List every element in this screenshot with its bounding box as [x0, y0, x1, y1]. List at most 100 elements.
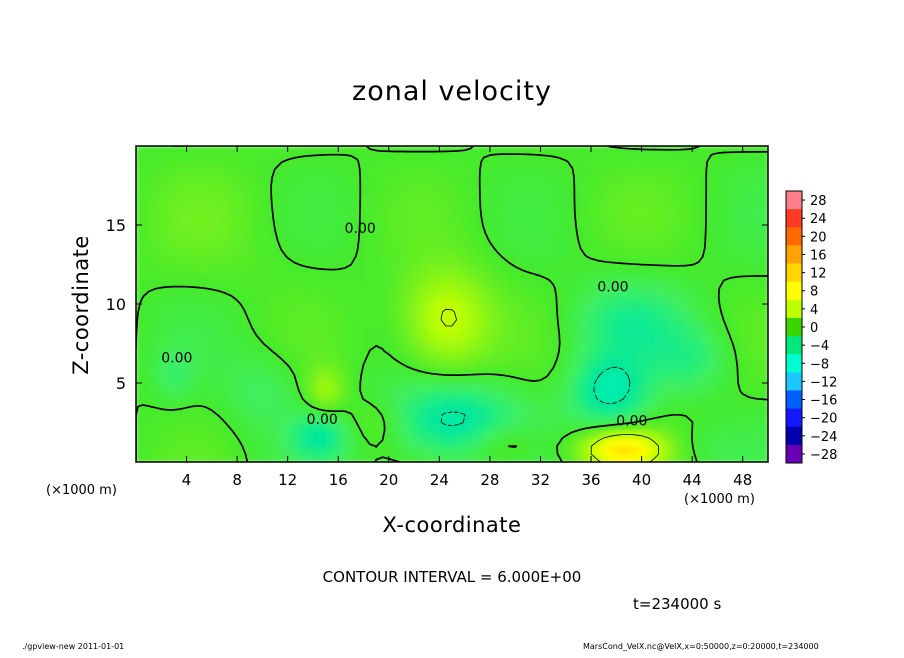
field-cell	[527, 288, 535, 297]
field-cell	[161, 367, 169, 376]
field-cell	[173, 375, 181, 384]
field-cell	[161, 161, 169, 171]
field-cell	[502, 264, 510, 273]
field-cell	[496, 359, 504, 368]
field-cell	[401, 304, 409, 313]
field-cell	[483, 280, 491, 289]
field-cell	[597, 430, 605, 439]
field-cell	[616, 169, 624, 179]
field-cell	[294, 217, 301, 226]
field-cell	[673, 161, 681, 171]
field-cell	[647, 446, 655, 455]
field-cell	[268, 240, 276, 250]
field-cell	[224, 383, 232, 392]
field-cell	[300, 177, 308, 187]
field-cell	[395, 272, 403, 281]
field-cell	[527, 319, 535, 329]
field-cell	[148, 454, 156, 462]
field-cell	[180, 240, 188, 250]
field-cell	[414, 288, 421, 297]
field-cell	[230, 201, 238, 210]
field-cell	[262, 422, 270, 431]
field-cell	[426, 146, 434, 155]
field-cell	[540, 153, 548, 163]
field-cell	[515, 398, 523, 408]
field-cell	[136, 185, 143, 194]
field-cell	[414, 193, 421, 202]
field-cell	[692, 193, 700, 202]
field-cell	[628, 351, 636, 360]
field-cell	[445, 280, 453, 289]
field-cell	[319, 272, 327, 281]
field-cell	[388, 256, 396, 266]
field-cell	[211, 430, 219, 439]
field-cell	[218, 185, 226, 194]
field-cell	[534, 343, 542, 352]
field-cell	[414, 319, 421, 329]
field-cell	[388, 335, 396, 345]
field-cell	[325, 201, 333, 210]
field-cell	[433, 311, 440, 321]
field-cell	[275, 185, 282, 194]
field-cell	[350, 201, 358, 210]
field-cell	[578, 327, 586, 337]
x-tick-label: 16	[329, 471, 348, 489]
field-cell	[262, 343, 270, 352]
field-cell	[584, 185, 592, 194]
field-cell	[369, 454, 377, 462]
field-cell	[262, 185, 270, 194]
field-cell	[692, 248, 700, 258]
field-cell	[237, 367, 245, 376]
field-cell	[515, 146, 523, 155]
field-cell	[616, 193, 624, 202]
field-cell	[161, 446, 169, 455]
field-cell	[433, 185, 440, 194]
field-cell	[287, 383, 295, 392]
field-cell	[527, 177, 535, 187]
field-cell	[704, 185, 712, 194]
field-cell	[414, 256, 421, 266]
field-cell	[319, 146, 327, 155]
field-cell	[205, 422, 213, 431]
field-cell	[489, 367, 497, 376]
field-cell	[401, 438, 409, 447]
field-cell	[559, 383, 567, 392]
field-cell	[173, 406, 181, 416]
field-cell	[148, 367, 156, 376]
field-cell	[679, 446, 687, 455]
field-cell	[515, 296, 523, 305]
field-cell	[692, 406, 700, 416]
field-cell	[230, 351, 238, 360]
field-cell	[534, 390, 542, 400]
field-cell	[420, 398, 428, 408]
field-cell	[723, 351, 731, 360]
field-cell	[641, 209, 649, 218]
field-cell	[287, 185, 295, 194]
field-cell	[256, 343, 263, 352]
field-cell	[414, 398, 421, 408]
field-cell	[357, 367, 365, 376]
field-cell	[742, 343, 750, 352]
field-cell	[597, 169, 605, 179]
field-cell	[622, 343, 630, 352]
field-cell	[218, 383, 226, 392]
field-cell	[275, 209, 282, 218]
field-cell	[287, 169, 295, 179]
field-cell	[749, 296, 756, 305]
field-cell	[376, 351, 384, 360]
field-cell	[647, 304, 655, 313]
field-cell	[306, 177, 314, 187]
field-cell	[414, 225, 421, 234]
field-cell	[572, 264, 579, 273]
field-cell	[540, 304, 548, 313]
field-cell	[603, 383, 611, 392]
field-cell	[281, 288, 289, 297]
contour-line-positive	[440, 308, 659, 462]
field-cell	[180, 383, 188, 392]
field-cell	[685, 438, 693, 447]
field-cell	[243, 153, 251, 163]
field-cell	[685, 319, 693, 329]
field-cell	[249, 288, 257, 297]
field-cell	[654, 304, 662, 313]
field-cell	[749, 232, 756, 242]
